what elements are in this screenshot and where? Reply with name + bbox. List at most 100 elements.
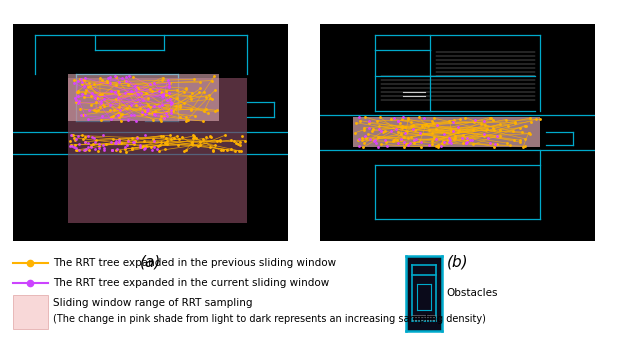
Point [20, 120, 31, 125]
Point [276, 89, 287, 95]
Point [443, 138, 453, 143]
Point [242, 119, 252, 124]
Point [132, 134, 142, 140]
Point [261, 158, 271, 164]
Point [408, 122, 418, 128]
Point [549, 153, 559, 159]
Point [12, 126, 22, 132]
Point [276, 124, 287, 129]
Point [29, 80, 40, 85]
Point [130, 138, 140, 143]
Point [26, 104, 36, 109]
Point [255, 99, 265, 105]
Point [22, 133, 32, 138]
Point [19, 153, 29, 158]
Point [489, 144, 499, 149]
Point [242, 96, 252, 102]
Point [255, 139, 265, 144]
Point [502, 140, 512, 146]
Point [244, 89, 254, 95]
Point [96, 101, 106, 106]
Point [268, 110, 278, 116]
Point [195, 139, 205, 145]
Point [326, 136, 337, 141]
Point [364, 125, 374, 131]
Point [281, 168, 291, 174]
Point [445, 137, 456, 143]
Point [374, 123, 384, 129]
Point [252, 104, 262, 109]
Point [573, 127, 583, 132]
Point [547, 112, 557, 118]
Point [262, 82, 273, 88]
Point [141, 143, 152, 149]
Point [259, 116, 269, 121]
Point [280, 102, 290, 107]
Point [579, 139, 589, 144]
Point [10, 114, 20, 119]
Point [163, 138, 173, 143]
Point [107, 147, 117, 152]
Point [99, 146, 109, 151]
Point [8, 126, 18, 132]
Point [570, 115, 580, 120]
Point [252, 109, 262, 115]
Point [336, 115, 346, 120]
Point [77, 133, 87, 138]
Point [584, 133, 595, 138]
Point [205, 133, 215, 139]
Point [148, 117, 158, 122]
Point [575, 144, 586, 150]
Point [181, 114, 191, 120]
Point [23, 168, 33, 174]
Point [541, 136, 551, 141]
Point [26, 139, 36, 144]
Point [579, 112, 589, 118]
Point [11, 99, 21, 105]
Point [590, 130, 600, 135]
Point [244, 114, 254, 119]
Point [22, 84, 32, 90]
Point [281, 89, 291, 95]
Point [16, 119, 26, 124]
Point [242, 113, 252, 119]
Point [274, 104, 284, 109]
Point [419, 115, 429, 121]
Point [248, 89, 259, 95]
Point [98, 143, 108, 148]
Point [19, 163, 29, 168]
Point [280, 113, 290, 119]
Point [257, 143, 267, 149]
Point [340, 159, 351, 164]
Point [257, 105, 267, 110]
Point [333, 153, 343, 159]
Point [336, 150, 346, 156]
Point [259, 80, 269, 85]
Point [555, 141, 565, 147]
Point [257, 104, 267, 109]
Point [336, 112, 346, 118]
Point [339, 133, 349, 138]
Point [26, 140, 36, 145]
Point [205, 144, 215, 149]
Point [140, 146, 150, 151]
Point [334, 162, 344, 167]
Point [134, 142, 145, 147]
Point [333, 115, 343, 120]
Point [20, 99, 31, 105]
Point [257, 84, 267, 90]
Point [29, 80, 40, 85]
Point [590, 121, 600, 126]
Point [29, 129, 39, 134]
Point [549, 162, 559, 167]
Point [67, 133, 77, 138]
Point [19, 113, 29, 118]
Point [331, 133, 341, 138]
Point [25, 119, 35, 124]
Point [549, 159, 559, 164]
Point [328, 147, 338, 153]
Point [324, 153, 335, 159]
Point [555, 144, 565, 150]
Point [283, 110, 293, 116]
Point [584, 147, 595, 153]
